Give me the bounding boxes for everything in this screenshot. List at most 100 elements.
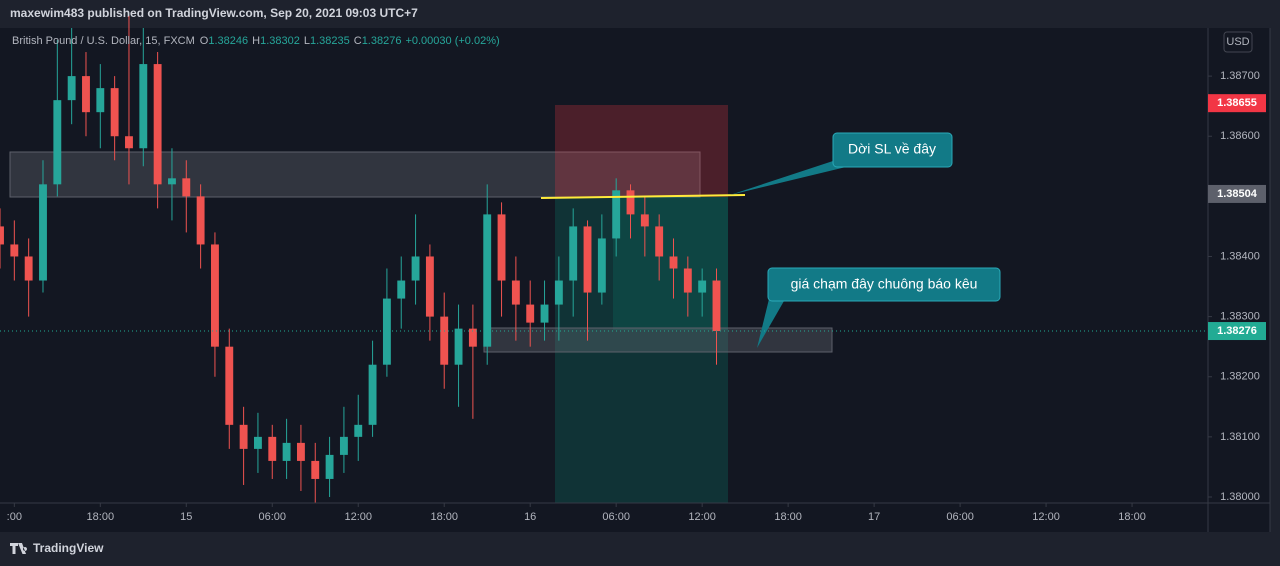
- x-tick-label: 12:00: [344, 511, 372, 523]
- legend-key: C: [354, 35, 362, 47]
- candle-body: [640, 214, 649, 227]
- callout-text: Dời SL về đây: [848, 141, 936, 157]
- y-tick-label: 1.38100: [1220, 431, 1260, 443]
- candle-body: [440, 316, 449, 365]
- candle-body: [511, 280, 520, 305]
- candle-body: [325, 454, 334, 479]
- symbol: British Pound / U.S. Dollar, 15, FXCM: [12, 35, 195, 47]
- x-tick-label: 18:00: [87, 511, 115, 523]
- candle-body: [354, 424, 363, 437]
- x-tick-label: 18:00: [1118, 511, 1146, 523]
- y-tick-label: 1.38000: [1220, 491, 1260, 503]
- candle-body: [554, 280, 563, 305]
- header: maxewim483 published on TradingView.com,…: [10, 6, 418, 20]
- candle-body: [612, 190, 621, 239]
- price-label-bg: [1208, 94, 1266, 113]
- x-tick-label: 18:00: [430, 511, 458, 523]
- candle-body: [225, 346, 234, 425]
- candle-body: [0, 226, 4, 245]
- candle-body: [153, 64, 162, 185]
- y-tick-label: 1.38300: [1220, 311, 1260, 323]
- legend-change: +0.00030 (+0.02%): [405, 35, 499, 47]
- candle-body: [368, 364, 377, 425]
- candle-body: [53, 100, 62, 185]
- candle-body: [82, 76, 90, 113]
- candle-body: [583, 226, 592, 293]
- x-tick-label: 16: [524, 511, 536, 523]
- candle-body: [268, 436, 277, 461]
- candle-body: [196, 196, 205, 245]
- price-label: 1.38655: [1217, 97, 1257, 109]
- candle-body: [182, 178, 191, 197]
- candle-body: [10, 244, 19, 257]
- legend-key: O: [200, 35, 209, 47]
- x-tick-label: :00: [7, 511, 22, 523]
- candle-body: [411, 256, 420, 281]
- candle-body: [211, 244, 219, 347]
- x-tick-label: 12:00: [1032, 511, 1060, 523]
- candle-body: [125, 136, 133, 149]
- callout: [767, 267, 1001, 302]
- candle-body: [168, 178, 176, 185]
- candle-body: [425, 256, 434, 317]
- candle-body: [468, 328, 477, 347]
- price-label-bg: [1208, 322, 1266, 341]
- candle-body: [110, 88, 119, 137]
- candle-body: [540, 304, 549, 323]
- callout-text: giá chạm đây chuông báo kêu: [791, 276, 978, 292]
- candle-body: [569, 226, 578, 281]
- brand: TradingView: [33, 541, 104, 555]
- legend-key: L: [304, 35, 310, 47]
- legend: British Pound / U.S. Dollar, 15, FXCM O1.…: [12, 35, 500, 47]
- zone: [483, 327, 833, 353]
- candle-body: [67, 76, 76, 101]
- stop-zone: [555, 105, 728, 197]
- logo-icon: [10, 543, 28, 554]
- callout-tail: [757, 295, 784, 348]
- trend-line: [540, 194, 746, 199]
- legend-value: 1.38246: [208, 35, 248, 47]
- callout: [832, 132, 953, 168]
- candle-body: [96, 88, 105, 113]
- candle-body: [339, 436, 348, 455]
- x-tick-label: 15: [180, 511, 192, 523]
- legend-value: 1.38276: [362, 35, 402, 47]
- x-tick-label: 06:00: [259, 511, 287, 523]
- candle-body: [382, 298, 391, 365]
- x-tick-label: 18:00: [774, 511, 802, 523]
- candle-body: [139, 64, 148, 149]
- candle-body: [683, 268, 692, 293]
- legend-key: H: [252, 35, 260, 47]
- candle-body: [483, 214, 492, 347]
- x-tick-label: 17: [868, 511, 880, 523]
- price-label: 1.38276: [1217, 325, 1257, 337]
- candle-body: [712, 280, 721, 332]
- y-tick-label: 1.38600: [1220, 130, 1260, 142]
- price-label: 1.38504: [1217, 188, 1258, 200]
- y-tick-label: 1.38400: [1220, 250, 1260, 262]
- candle-body: [282, 442, 291, 461]
- candle-body: [526, 304, 535, 323]
- price-label-bg: [1208, 184, 1266, 203]
- candle-body: [296, 442, 305, 461]
- legend-value: 1.38302: [260, 35, 300, 47]
- x-tick-label: 12:00: [688, 511, 716, 523]
- x-tick-label: 06:00: [602, 511, 630, 523]
- candle-body: [239, 424, 248, 449]
- x-tick-label: 06:00: [946, 511, 974, 523]
- candle-body: [454, 328, 463, 365]
- candle-body: [698, 280, 707, 293]
- y-tick-label: 1.38700: [1220, 70, 1260, 82]
- zone: [9, 151, 701, 198]
- currency-button[interactable]: [1223, 31, 1253, 53]
- candle-body: [597, 238, 606, 293]
- candle-body: [669, 256, 678, 269]
- currency[interactable]: USD: [1226, 36, 1249, 48]
- candle-body: [626, 190, 635, 215]
- candle-body: [253, 436, 262, 449]
- legend-value: 1.38235: [310, 35, 350, 47]
- candle-body: [655, 226, 664, 257]
- candle-body: [311, 460, 320, 479]
- candle-body: [397, 280, 406, 299]
